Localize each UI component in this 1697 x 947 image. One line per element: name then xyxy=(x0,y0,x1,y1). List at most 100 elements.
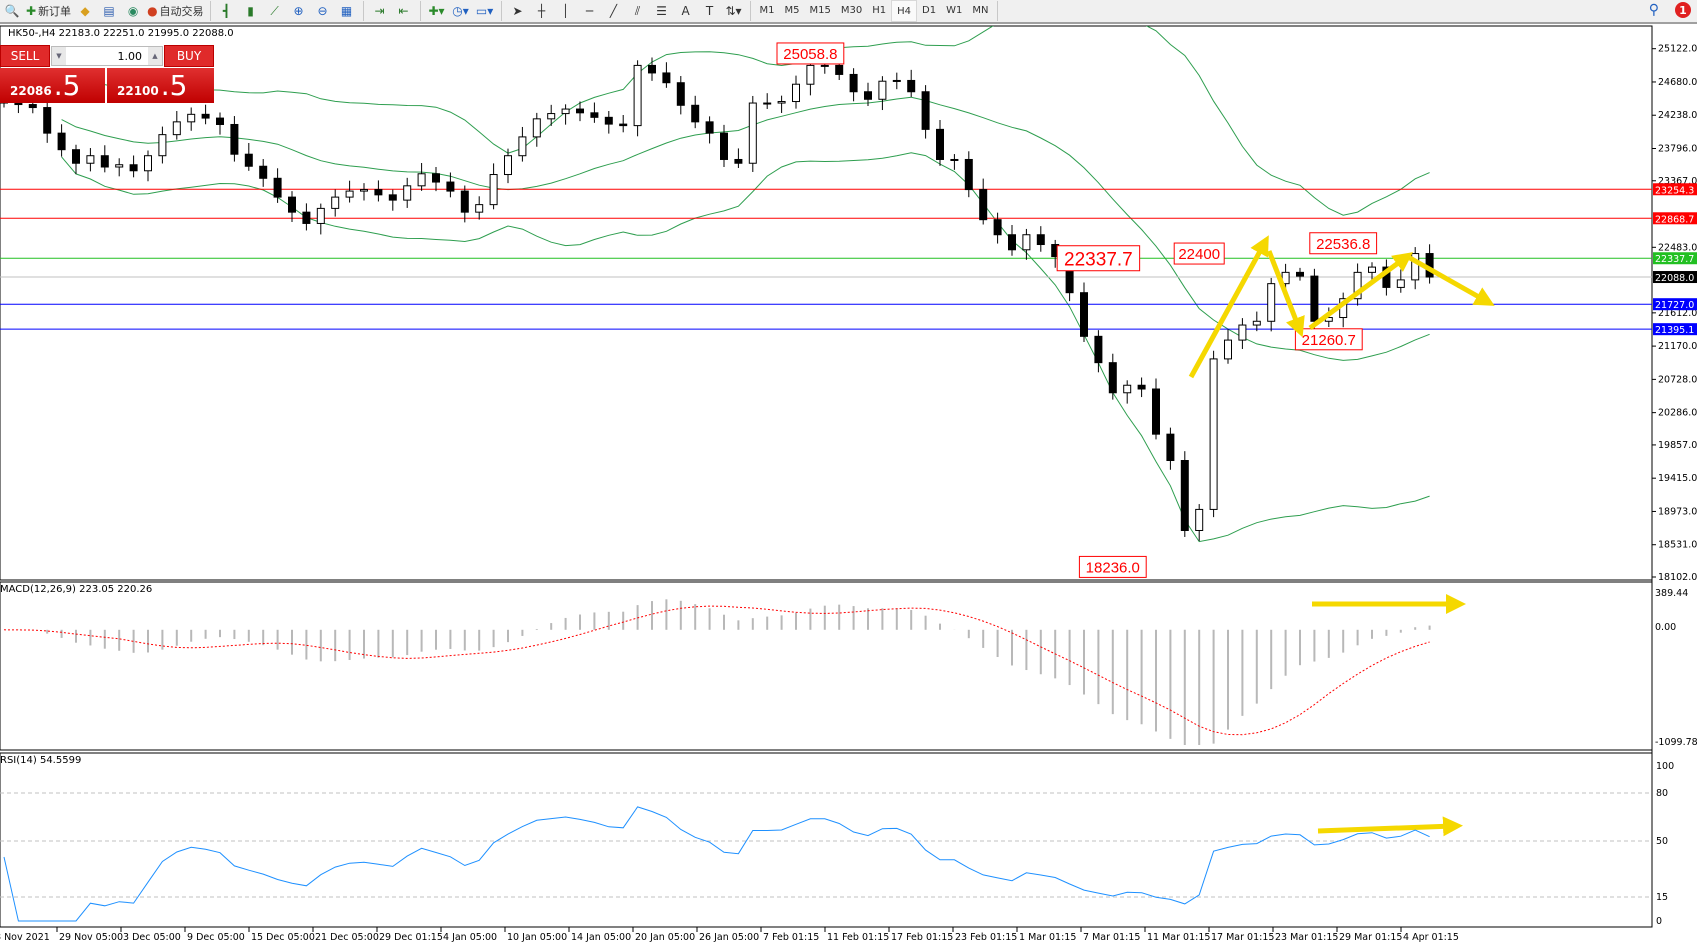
zoom-in-icon[interactable]: ⊕ xyxy=(293,4,304,18)
main-plot: 25058.8 22337.7 22400 22536.8 21260.7 18236.0 xyxy=(0,26,1652,578)
time-tick-label: 1 Mar 01:15 xyxy=(1019,932,1076,943)
price-annotation-box xyxy=(776,42,845,65)
auto-scroll-icon[interactable]: ⇥ xyxy=(374,4,385,18)
time-tick-label: 23 Feb 01:15 xyxy=(955,932,1017,943)
cursor-icon[interactable]: ➤ xyxy=(512,4,523,18)
indicators-icon[interactable]: ✚▾ xyxy=(428,4,445,18)
signals-icon[interactable]: ◉ xyxy=(127,4,139,18)
timeframe-m5[interactable]: M5 xyxy=(784,4,800,16)
price-line-label: 23254.3 xyxy=(1655,185,1694,196)
candle xyxy=(72,149,80,164)
fibonacci-icon[interactable]: ☰ xyxy=(656,4,667,18)
search-icon[interactable]: 🔍 xyxy=(4,4,20,18)
candle xyxy=(604,116,613,125)
timeframe-h4[interactable]: H4 xyxy=(891,0,918,22)
notification-badge[interactable]: 1 xyxy=(1675,2,1691,18)
candle xyxy=(633,64,642,127)
buy-price[interactable]: 22100 .5 xyxy=(107,68,214,103)
separator xyxy=(209,1,211,21)
price-line-label: 21395.1 xyxy=(1655,325,1694,336)
right-tools: ⚲ 1 xyxy=(1649,2,1691,18)
buy-button[interactable]: BUY xyxy=(164,45,214,67)
candle xyxy=(907,79,916,93)
timeframe-d1[interactable]: D1 xyxy=(922,4,937,16)
candle xyxy=(14,102,23,106)
candle xyxy=(835,64,844,75)
price-annotation: 21260.7 xyxy=(1302,332,1356,349)
line-chart-icon[interactable]: ⟋ xyxy=(270,3,279,18)
candle xyxy=(1108,362,1117,394)
candle xyxy=(129,164,138,172)
bollinger-middle-band xyxy=(61,96,1430,361)
timeframe-mn[interactable]: MN xyxy=(972,4,989,16)
horizontal-line-icon[interactable]: ─ xyxy=(585,4,594,18)
candle xyxy=(1036,234,1045,246)
text-icon[interactable]: A xyxy=(681,4,690,18)
bar-chart-icon[interactable]: ┫ xyxy=(222,4,231,18)
price-annotation-box xyxy=(1294,328,1363,351)
time-tick-label: 8 Nov 2021 xyxy=(0,932,50,943)
vertical-line-icon[interactable]: │ xyxy=(561,4,570,18)
market-watch-icon[interactable]: ◆ xyxy=(80,4,90,18)
candle xyxy=(28,104,37,109)
candle xyxy=(662,72,671,84)
timeframe-m15[interactable]: M15 xyxy=(809,4,831,16)
candle xyxy=(489,174,498,206)
candle xyxy=(806,64,815,85)
sell-button[interactable]: SELL xyxy=(0,45,50,67)
candle xyxy=(1310,275,1319,322)
new-order-button[interactable]: ✚ 新订单 xyxy=(26,4,72,18)
text-label-icon[interactable]: T xyxy=(705,4,714,18)
price-tick-label: 19857.0 xyxy=(1658,440,1697,451)
timeframe-m30[interactable]: M30 xyxy=(840,4,863,16)
sell-price[interactable]: 22086 .5 xyxy=(0,68,105,103)
new-order-icon: ✚ xyxy=(26,4,37,18)
navigator-icon[interactable]: ▤ xyxy=(103,4,115,18)
crosshair-icon[interactable]: ┼ xyxy=(537,4,546,18)
periods-icon[interactable]: ◷▾ xyxy=(452,4,469,18)
candle xyxy=(921,91,930,130)
timeframe-bar: M1 M5 M15 M30 H1 H4 D1 W1 MN xyxy=(755,0,994,22)
candle xyxy=(244,153,253,167)
chart-shift-icon[interactable]: ⇤ xyxy=(398,4,409,18)
price-tick-label: 21612.0 xyxy=(1658,308,1697,319)
candle xyxy=(86,155,95,164)
rsi-axis-label: 50 xyxy=(1656,836,1668,847)
candle xyxy=(273,177,282,198)
auto-trading-button[interactable]: ● 自动交易 xyxy=(147,4,204,18)
one-click-trading-panel: SELL ▼ 1.00 ▲ BUY 22086 .5 22100 .5 xyxy=(0,45,214,103)
lot-increase-icon[interactable]: ▲ xyxy=(148,47,162,65)
price-label-bg xyxy=(1653,271,1697,284)
candle xyxy=(216,117,224,125)
lot-decrease-icon[interactable]: ▼ xyxy=(52,47,66,65)
candle xyxy=(172,121,181,136)
timeframe-h1[interactable]: H1 xyxy=(872,4,887,16)
candle xyxy=(1022,234,1031,251)
price-line-label: 22337.7 xyxy=(1655,254,1694,265)
candle xyxy=(748,102,757,164)
candle xyxy=(432,173,440,183)
price-tick-label: 20286.0 xyxy=(1658,408,1697,419)
candle xyxy=(950,158,959,161)
lot-size-value[interactable]: 1.00 xyxy=(117,49,143,63)
candle xyxy=(1252,320,1261,326)
yellow-arrow xyxy=(1317,816,1463,837)
time-tick-label: 20 Jan 05:00 xyxy=(635,932,695,943)
arrows-icon[interactable]: ⇅▾ xyxy=(725,4,742,18)
equidistant-channel-icon[interactable]: ⫽ xyxy=(634,3,641,18)
candlestick-icon[interactable]: ▮ xyxy=(247,4,254,18)
zoom-out-icon[interactable]: ⊖ xyxy=(317,4,328,18)
templates-icon[interactable]: ▭▾ xyxy=(475,4,494,18)
timeframe-w1[interactable]: W1 xyxy=(946,4,963,16)
price-tick-label: 18102.0 xyxy=(1658,572,1697,583)
rsi-line xyxy=(3,806,1430,922)
candle xyxy=(1080,292,1088,337)
time-tick-label: 3 Dec 05:00 xyxy=(123,932,181,943)
trendline-icon[interactable]: ╱ xyxy=(609,4,618,18)
search-icon[interactable]: ⚲ xyxy=(1648,2,1659,18)
candle xyxy=(158,134,167,157)
timeframe-m1[interactable]: M1 xyxy=(759,4,775,16)
lot-size-field[interactable]: ▼ 1.00 ▲ xyxy=(51,46,163,66)
tile-windows-icon[interactable]: ▦ xyxy=(340,4,353,18)
